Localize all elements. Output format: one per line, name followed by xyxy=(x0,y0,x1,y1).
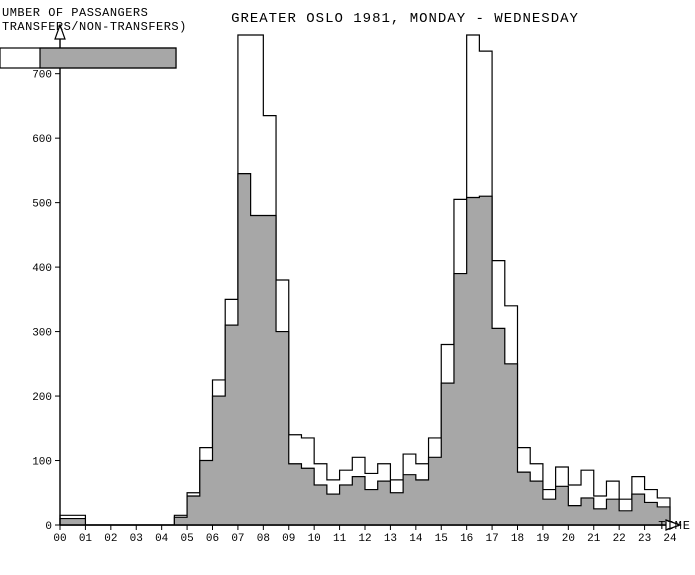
x-tick-label: 09 xyxy=(282,533,295,545)
x-tick-label: 14 xyxy=(409,533,423,545)
x-tick-label: 12 xyxy=(358,533,371,545)
x-tick-label: 19 xyxy=(536,533,549,545)
x-tick-label: 11 xyxy=(333,533,347,545)
y-tick-label: 200 xyxy=(32,392,52,404)
x-tick-label: 10 xyxy=(308,533,321,545)
x-tick-label: 06 xyxy=(206,533,219,545)
x-tick-label: 17 xyxy=(485,533,498,545)
y-tick-label: 500 xyxy=(32,199,52,211)
x-tick-label: 21 xyxy=(587,533,601,545)
y-tick-label: 100 xyxy=(32,457,52,469)
x-tick-label: 16 xyxy=(460,533,473,545)
y-tick-label: 600 xyxy=(32,134,52,146)
x-tick-label: 00 xyxy=(53,533,66,545)
x-tick-label: 05 xyxy=(180,533,193,545)
x-tick-label: 07 xyxy=(231,533,244,545)
x-tick-label: 20 xyxy=(562,533,575,545)
x-tick-label: 02 xyxy=(104,533,117,545)
x-tick-label: 04 xyxy=(155,533,169,545)
x-tick-label: 23 xyxy=(638,533,651,545)
x-axis-label: TIME xyxy=(658,519,691,533)
y-tick-label: 0 xyxy=(45,521,52,533)
x-tick-label: 03 xyxy=(130,533,143,545)
passenger-histogram: 0 100 200 300 400 500 600 700 00 01 02 03 04 05 06 07 08… xyxy=(0,0,695,575)
chart-svg: 0 100 200 300 400 500 600 700 00 01 02 03 04 05 06 07 08… xyxy=(0,0,695,575)
x-tick-label: 22 xyxy=(613,533,626,545)
y-tick-label: 700 xyxy=(32,70,52,82)
x-tick-label: 08 xyxy=(257,533,270,545)
y-axis-label: TRANSFERS/NON-TRANSFERS) xyxy=(2,20,187,34)
y-axis-label: UMBER OF PASSANGERS xyxy=(2,6,148,20)
y-tick-label: 400 xyxy=(32,263,52,275)
x-tick-label: 24 xyxy=(663,533,677,545)
x-tick-label: 13 xyxy=(384,533,397,545)
x-tick-label: 01 xyxy=(79,533,93,545)
x-tick-label: 15 xyxy=(435,533,448,545)
y-tick-label: 300 xyxy=(32,328,52,340)
x-tick-label: 18 xyxy=(511,533,524,545)
chart-title: GREATER OSLO 1981, MONDAY - WEDNESDAY xyxy=(231,11,579,27)
legend-swatch-subset xyxy=(40,48,176,68)
